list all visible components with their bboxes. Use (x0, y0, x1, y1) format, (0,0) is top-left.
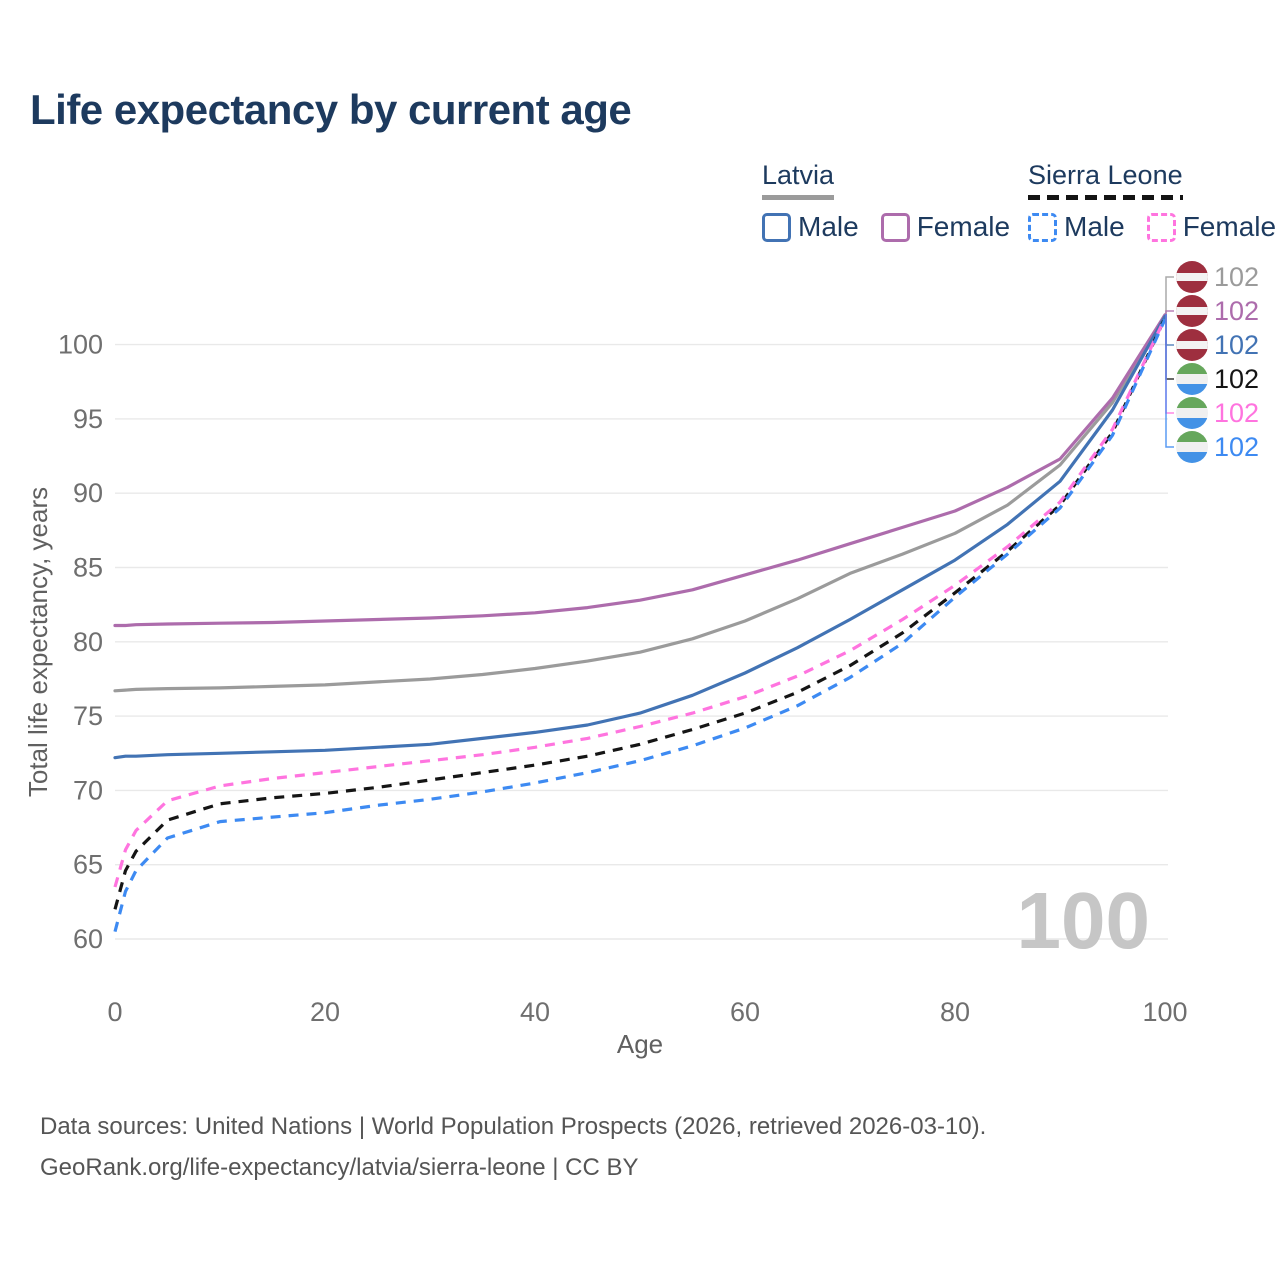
legend-label-sierra-leone-male: Male (1064, 211, 1125, 242)
legend-country-label-sierra-leone: Sierra Leone (1028, 160, 1183, 190)
end-label-leader-sierra-leone-male (1165, 314, 1174, 448)
latvia-male-swatch-icon (762, 212, 791, 242)
sierra-leone-flag-icon (1176, 363, 1208, 395)
legend-group-sierra-leone: Sierra Leone Male Female (1028, 160, 1276, 243)
legend-group-sierra-leone-header[interactable]: Sierra Leone (1028, 160, 1183, 200)
legend-item-sierra-leone-male[interactable]: Male (1028, 211, 1125, 243)
y-tick-label-70: 70 (73, 775, 103, 805)
x-tick-label-60: 60 (730, 997, 760, 1027)
legend-item-sierra-leone-female[interactable]: Female (1146, 211, 1277, 243)
legend: Latvia Male Female Sierra Leone (762, 160, 1276, 243)
end-label-leader-latvia-male (1165, 314, 1174, 346)
y-tick-label-90: 90 (73, 478, 103, 508)
latvia-line-style-swatch (762, 195, 835, 200)
sierra-leone-flag-icon (1176, 397, 1208, 429)
series-line-latvia-female (113, 313, 1167, 628)
footer-attribution-link[interactable]: GeoRank.org/life-expectancy/latvia/sierr… (40, 1154, 639, 1181)
legend-country-label-latvia: Latvia (762, 160, 835, 190)
series-line-sierra-leone-male (113, 318, 1167, 933)
end-label-sierra-leone-total: 102 (1214, 364, 1259, 394)
y-tick-label-95: 95 (73, 404, 103, 434)
series-line-sierra-leone-total (113, 317, 1167, 910)
y-tick-label-100: 100 (58, 330, 103, 360)
footer-data-sources: Data sources: United Nations | World Pop… (40, 1113, 987, 1140)
end-label-sierra-leone-male: 102 (1214, 432, 1259, 462)
end-label-latvia-male: 102 (1214, 330, 1259, 360)
series-line-sierra-leone-female (113, 317, 1167, 888)
legend-label-latvia-male: Male (798, 211, 859, 242)
latvia-female-swatch-icon (880, 212, 910, 242)
end-label-leader-latvia-female (1165, 310, 1174, 314)
chart-title: Life expectancy by current age (30, 86, 632, 133)
sierra-leone-female-swatch-icon (1146, 212, 1176, 242)
latvia-flag-icon (1176, 295, 1208, 327)
series-line-latvia-male (113, 314, 1167, 760)
legend-label-latvia-female: Female (916, 211, 1011, 242)
sierra-leone-line-style-swatch (1028, 195, 1183, 200)
y-tick-label-80: 80 (73, 627, 103, 657)
x-axis-title: Age (617, 1029, 663, 1059)
legend-label-sierra-leone-female: Female (1182, 211, 1277, 242)
series-line-latvia-total (113, 313, 1167, 693)
legend-items-latvia: Male Female (762, 211, 1010, 243)
end-label-latvia-total: 102 (1214, 262, 1259, 292)
legend-item-latvia-male[interactable]: Male (762, 211, 859, 243)
end-label-leader-sierra-leone-total (1165, 314, 1174, 380)
y-tick-label-60: 60 (73, 924, 103, 954)
legend-item-latvia-female[interactable]: Female (880, 211, 1011, 243)
y-tick-label-65: 65 (73, 850, 103, 880)
x-tick-label-100: 100 (1142, 997, 1187, 1027)
x-tick-label-20: 20 (310, 997, 340, 1027)
end-label-leader-sierra-leone-female (1165, 314, 1174, 414)
end-label-sierra-leone-female: 102 (1214, 398, 1259, 428)
sierra-leone-flag-icon (1176, 431, 1208, 463)
y-tick-label-85: 85 (73, 553, 103, 583)
end-label-leader-latvia-total (1165, 276, 1174, 314)
sierra-leone-male-swatch-icon (1028, 212, 1057, 242)
y-axis-title: Total life expectancy, years (23, 487, 53, 797)
current-age-watermark: 100 (1017, 876, 1150, 965)
x-tick-label-80: 80 (940, 997, 970, 1027)
y-tick-label-75: 75 (73, 701, 103, 731)
latvia-flag-icon (1176, 261, 1208, 293)
legend-group-latvia-header[interactable]: Latvia (762, 160, 835, 200)
footer: Data sources: United Nations | World Pop… (40, 1106, 986, 1188)
legend-items-sierra-leone: Male Female (1028, 211, 1276, 243)
x-tick-label-40: 40 (520, 997, 550, 1027)
legend-group-latvia: Latvia Male Female (762, 160, 1010, 243)
latvia-flag-icon (1176, 329, 1208, 361)
x-tick-label-0: 0 (107, 997, 122, 1027)
end-label-latvia-female: 102 (1214, 296, 1259, 326)
